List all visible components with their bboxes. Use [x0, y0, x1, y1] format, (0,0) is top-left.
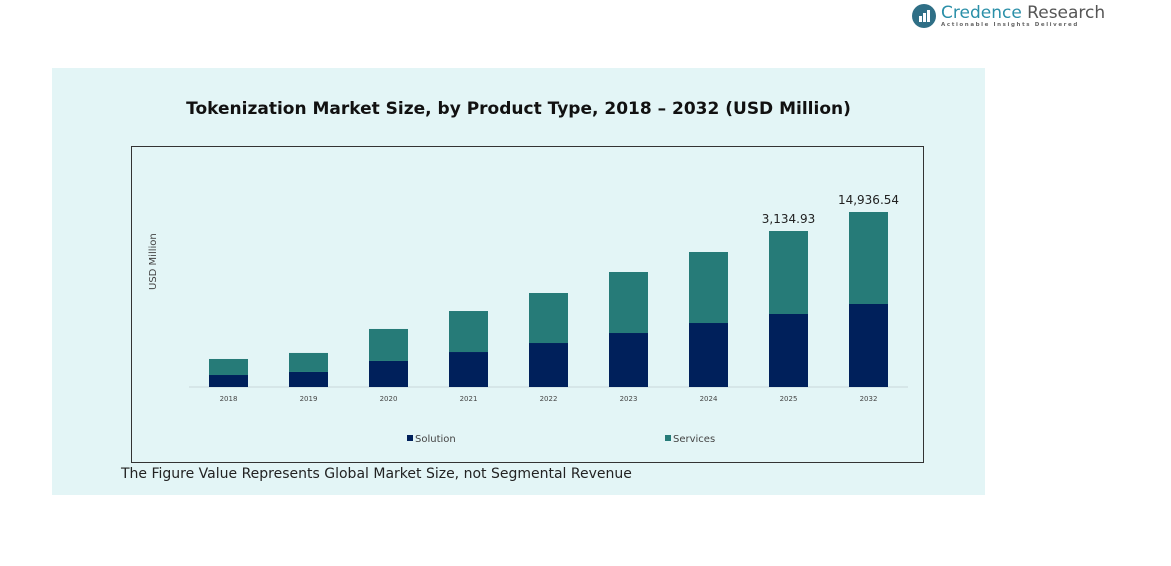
x-tick-label: 2019 [300, 395, 318, 403]
bar-services-2025 [769, 231, 808, 315]
x-tick-label: 2021 [460, 395, 478, 403]
bar-solution-2019 [289, 371, 328, 387]
logo-name-2: Research [1021, 3, 1106, 23]
bar-solution-2032 [849, 304, 888, 387]
legend-swatch-services [665, 435, 671, 441]
bar-services-2024 [689, 251, 728, 324]
bar-solution-2023 [609, 333, 648, 387]
chart-frame [131, 146, 924, 463]
bar-services-2022 [529, 293, 568, 344]
bar-solution-2025 [769, 314, 808, 387]
logo-chart-icon [912, 4, 936, 28]
bar-solution-2018 [209, 375, 248, 387]
chart-panel: Tokenization Market Size, by Product Typ… [52, 68, 985, 495]
credence-research-logo: Credence Research Actionable Insights De… [912, 4, 1105, 28]
bar-solution-2021 [449, 352, 488, 387]
x-tick-label: 2020 [380, 395, 398, 403]
x-tick-label: 2025 [780, 395, 798, 403]
x-tick-label: 2024 [700, 395, 718, 403]
logo-tagline: Actionable Insights Delivered [941, 22, 1079, 28]
x-tick-label: 2023 [620, 395, 638, 403]
data-label: 3,134.93 [762, 212, 815, 226]
bar-services-2023 [609, 272, 648, 334]
bar-services-2020 [369, 328, 408, 361]
bar-solution-2022 [529, 343, 568, 387]
legend-swatch-solution [407, 435, 413, 441]
x-tick-label: 2022 [540, 395, 558, 403]
footnote: The Figure Value Represents Global Marke… [121, 466, 632, 482]
bar-services-2019 [289, 352, 328, 372]
data-label: 14,936.54 [838, 193, 899, 207]
bar-solution-2020 [369, 360, 408, 387]
chart-plot: 2018 2019 2020 2021 2022 2023 2024 2025 3,134.93… [189, 193, 908, 445]
bar-services-2021 [449, 311, 488, 353]
x-tick-label: 2032 [860, 395, 878, 403]
legend-label-solution: Solution [415, 434, 456, 445]
logo-name-1: Credence [941, 3, 1022, 23]
bar-services-2032 [849, 212, 888, 305]
x-tick-label: 2018 [220, 395, 238, 403]
bar-services-2018 [209, 358, 248, 376]
legend-label-services: Services [673, 434, 715, 445]
bar-solution-2024 [689, 323, 728, 387]
chart-title: Tokenization Market Size, by Product Typ… [186, 99, 851, 119]
